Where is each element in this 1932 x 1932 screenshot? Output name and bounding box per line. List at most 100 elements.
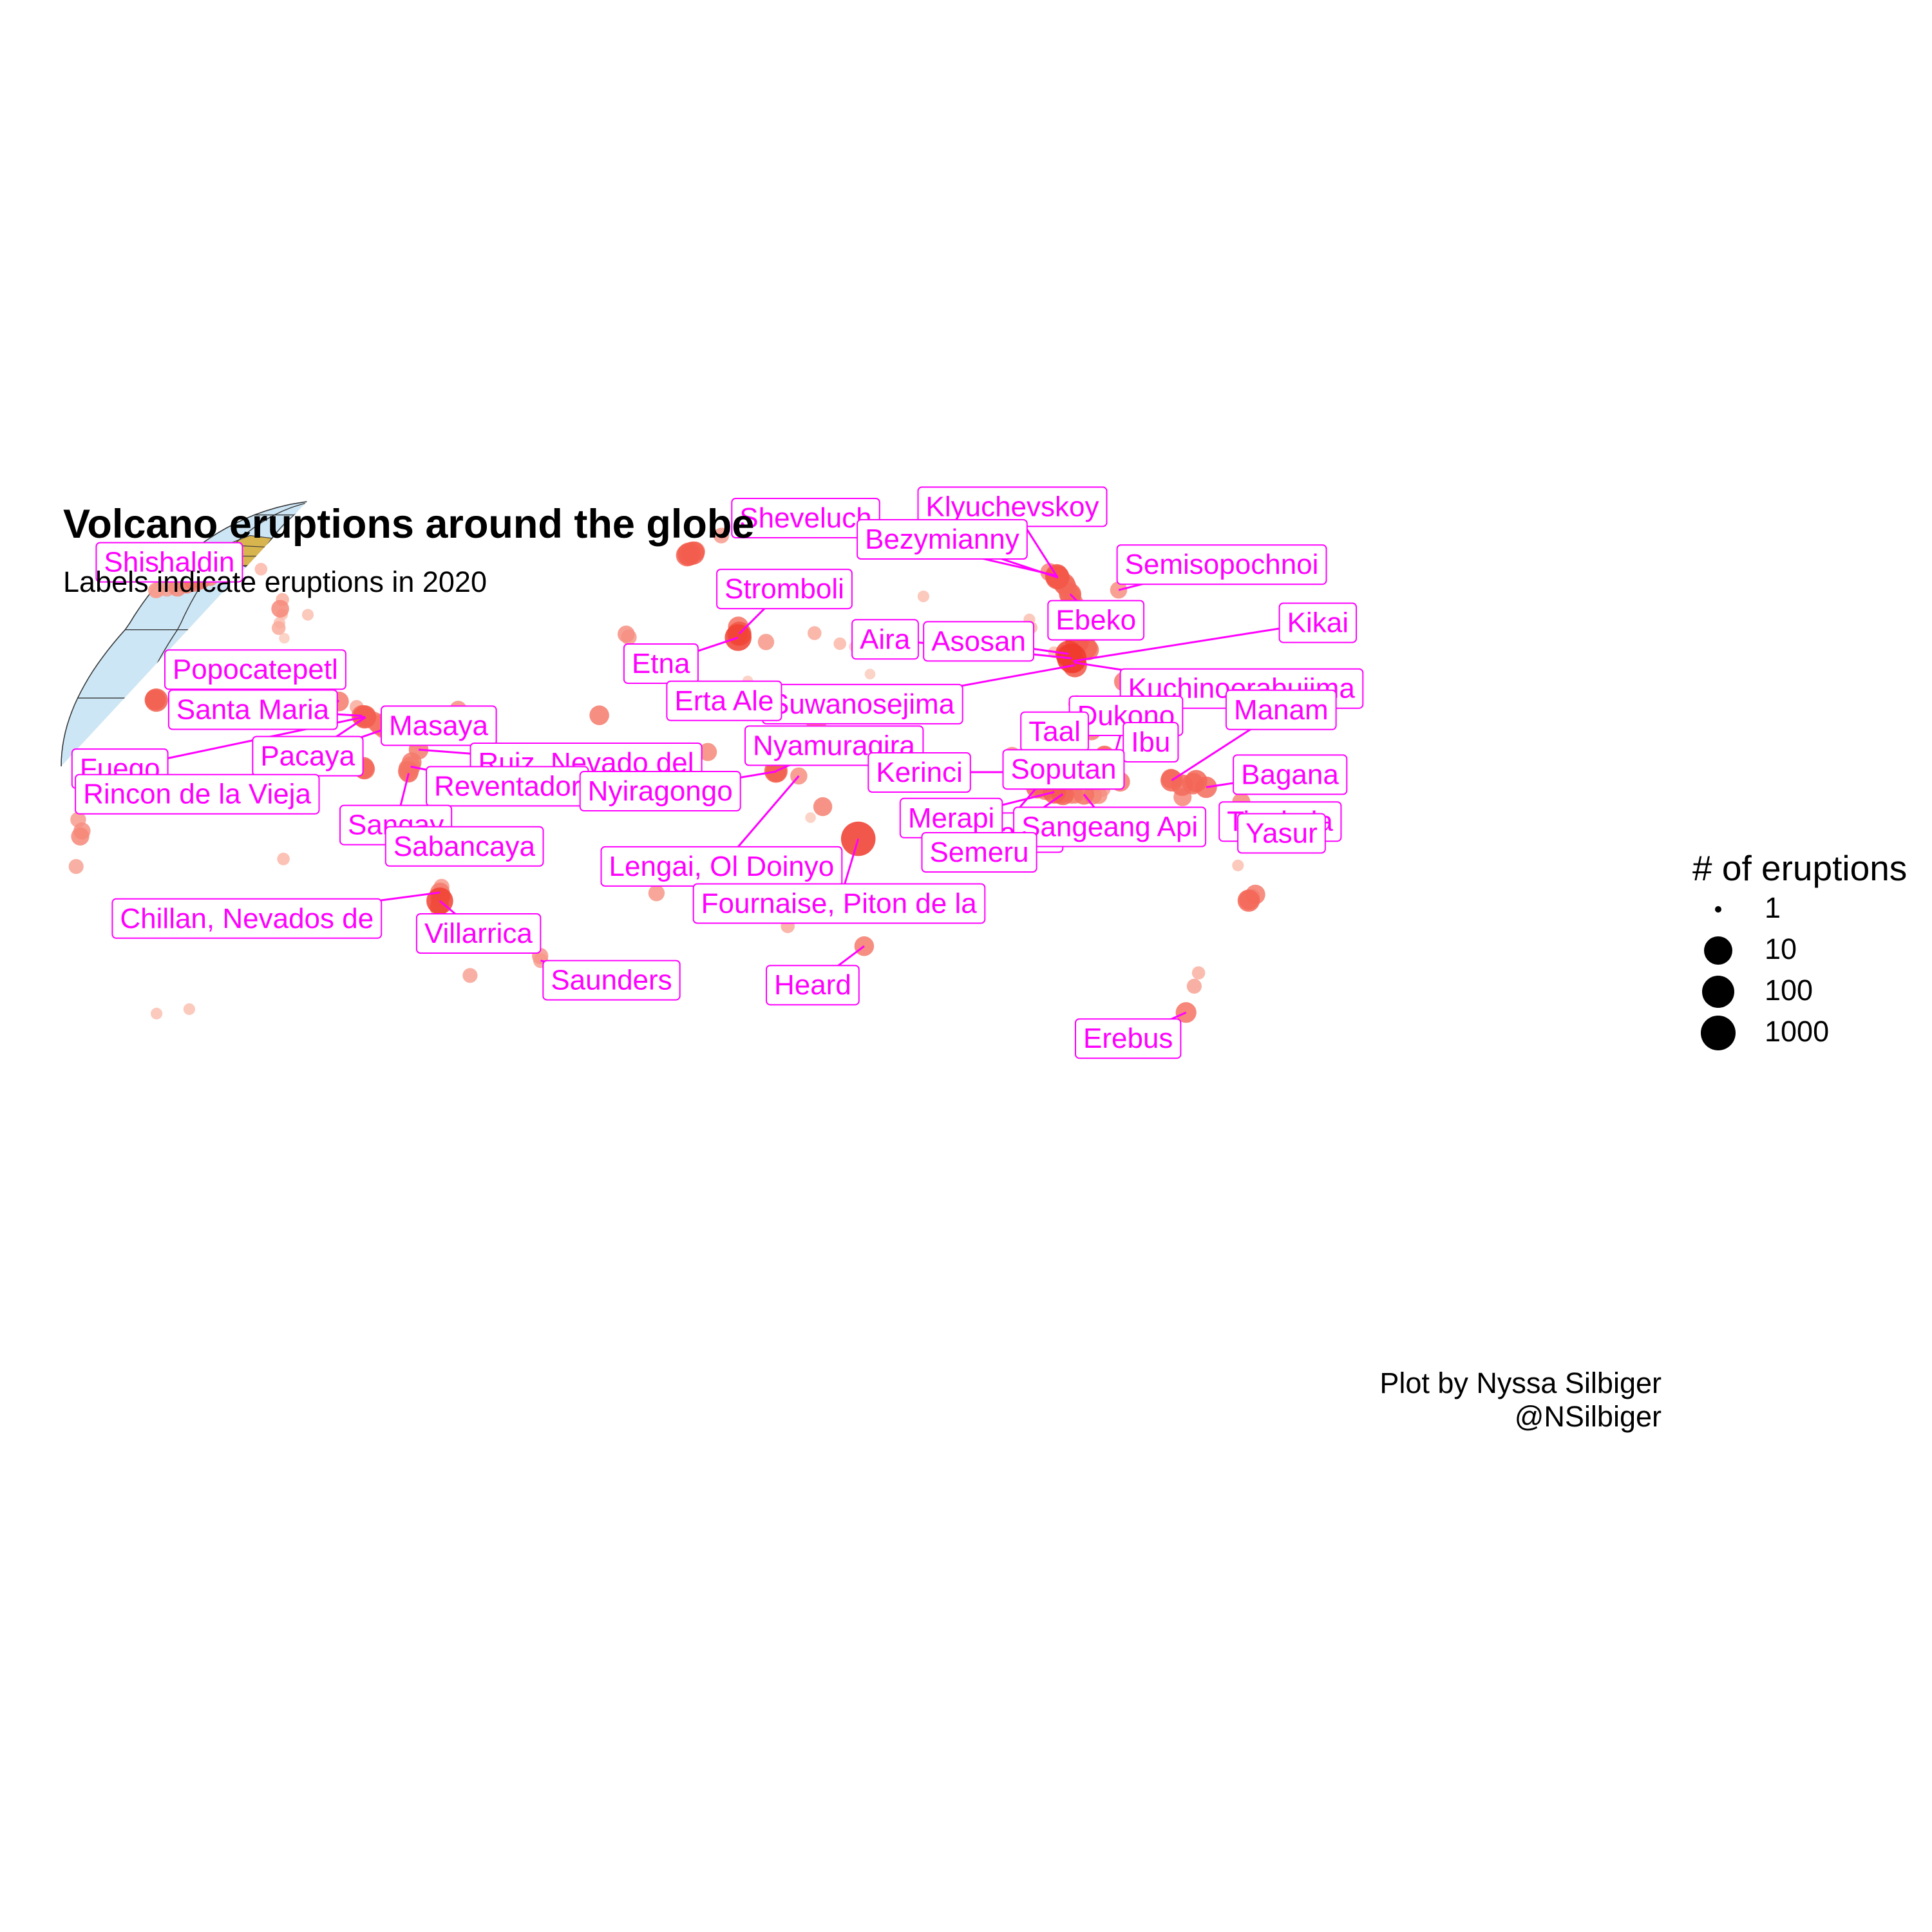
eruption-point[interactable]	[1186, 978, 1202, 994]
volcano-label[interactable]: Heard	[766, 965, 860, 1006]
eruption-point[interactable]	[864, 668, 876, 679]
eruption-point[interactable]	[681, 541, 705, 565]
volcano-label[interactable]: Semisopochnoi	[1116, 544, 1327, 585]
eruption-point[interactable]	[805, 812, 816, 823]
volcano-label[interactable]: Dukono	[1068, 696, 1184, 736]
eruption-point[interactable]	[301, 609, 314, 621]
eruption-point[interactable]	[917, 591, 929, 603]
legend: # of eruptions 1 10 100 1000	[1692, 848, 1907, 1054]
eruption-point[interactable]	[808, 626, 822, 640]
eruption-point[interactable]	[833, 637, 846, 650]
volcano-label[interactable]: Rincon de la Vieja	[75, 773, 320, 815]
legend-item: 100	[1692, 971, 1907, 1012]
legend-item-label: 1	[1765, 891, 1781, 924]
volcano-label-box	[921, 832, 1037, 873]
volcano-label[interactable]: Fournaise, Piton de la	[692, 883, 986, 924]
volcano-label-text: Sabancaya	[393, 831, 536, 862]
eruption-point[interactable]	[271, 621, 286, 635]
volcano-label[interactable]: Yasur	[1237, 813, 1326, 854]
eruption-point[interactable]	[648, 885, 665, 902]
volcano-label[interactable]: Erebus	[1075, 1018, 1182, 1059]
meridian-line	[1018, 766, 1141, 1031]
eruption-point[interactable]	[757, 634, 775, 650]
volcano-label[interactable]: Stromboli	[716, 569, 853, 610]
eruption-point[interactable]	[462, 968, 478, 983]
volcano-label[interactable]: Suwanosejima	[762, 683, 963, 724]
eruption-point[interactable]	[713, 527, 730, 544]
volcano-label[interactable]: Semeru	[921, 832, 1037, 873]
volcano-label[interactable]: Nyiragongo	[579, 771, 741, 811]
eruption-point[interactable]	[151, 1007, 163, 1019]
volcano-label[interactable]: Erta Ale	[666, 680, 782, 721]
volcano-label[interactable]: Taal	[1020, 711, 1089, 752]
eruption-point[interactable]	[183, 1003, 195, 1016]
legend-item: 1	[1692, 889, 1907, 930]
volcano-label[interactable]: Ebeko	[1047, 600, 1145, 641]
volcano-label[interactable]: Masaya	[381, 705, 497, 746]
volcano-label[interactable]: Reventador	[426, 766, 589, 807]
volcano-label-box	[1225, 689, 1337, 730]
eruption-point[interactable]	[144, 688, 168, 712]
volcano-label-text: Villarrica	[424, 918, 533, 949]
eruption-point[interactable]	[1185, 770, 1208, 793]
volcano-label[interactable]: Klyuchevskoy	[917, 486, 1108, 527]
eruption-point[interactable]	[589, 705, 609, 725]
volcano-label-box	[867, 752, 971, 793]
volcano-label-text: Suwanosejima	[770, 688, 955, 720]
eruption-point[interactable]	[271, 600, 289, 618]
volcano-label[interactable]: Sabancaya	[384, 826, 544, 867]
volcano-label[interactable]: Chillan, Nevados de	[111, 898, 383, 939]
volcano-label-box	[167, 689, 338, 730]
legend-size-key	[1704, 936, 1732, 965]
volcano-label-text: Ibu	[1131, 726, 1170, 758]
eruption-point[interactable]	[68, 858, 84, 875]
eruption-point[interactable]	[398, 761, 419, 782]
volcano-label-text: Erta Ale	[674, 685, 773, 717]
volcano-label[interactable]: Soputan	[1002, 749, 1125, 790]
eruption-point[interactable]	[71, 827, 90, 846]
volcano-label-text: Shishaldin	[104, 547, 234, 578]
volcano-label[interactable]: Kerinci	[867, 752, 971, 793]
volcano-label[interactable]: Popocatepetl	[164, 649, 346, 690]
eruption-point[interactable]	[254, 563, 268, 576]
eruption-point[interactable]	[1191, 966, 1206, 980]
eruption-point[interactable]	[618, 625, 635, 643]
volcano-label-text: Soputan	[1011, 753, 1117, 785]
volcano-label[interactable]: Asosan	[923, 621, 1034, 662]
eruption-point[interactable]	[277, 853, 290, 866]
volcano-label[interactable]: Lengai, Ol Doinyo	[600, 846, 843, 887]
eruption-point[interactable]	[699, 743, 717, 761]
volcano-label[interactable]: Aira	[851, 619, 919, 660]
volcano-label-text: Stromboli	[724, 573, 844, 605]
volcano-label[interactable]: Etna	[623, 643, 699, 684]
eruption-point[interactable]	[279, 632, 290, 644]
eruption-point[interactable]	[813, 797, 833, 817]
legend-size-key	[1702, 976, 1734, 1008]
volcano-label[interactable]: Sangeang Api	[1013, 806, 1207, 848]
volcano-label-box	[95, 542, 243, 583]
eruption-point[interactable]	[1232, 859, 1244, 871]
eruption-point[interactable]	[1237, 889, 1260, 912]
volcano-label[interactable]: Bagana	[1233, 754, 1348, 795]
globe-outline	[61, 501, 307, 767]
volcano-label[interactable]: Sheveluch	[731, 498, 880, 538]
volcano-label[interactable]: Santa Maria	[167, 689, 338, 730]
volcano-label[interactable]: Merapi	[899, 797, 1003, 838]
caption-handle: @NSilbiger	[1514, 1400, 1662, 1433]
volcano-label[interactable]: Kikai	[1278, 602, 1357, 643]
volcano-label-text: Chillan, Nevados de	[120, 903, 374, 934]
volcano-label[interactable]: Saunders	[542, 960, 681, 1001]
volcano-label-text: Merapi	[908, 802, 995, 834]
volcano-label[interactable]: Bezymianny	[857, 519, 1028, 560]
volcano-label[interactable]: Villarrica	[415, 913, 542, 954]
volcano-label-box	[692, 883, 986, 924]
volcano-label-box	[731, 498, 880, 538]
volcano-label-text: Reventador	[434, 770, 580, 802]
volcano-label[interactable]: Shishaldin	[95, 542, 243, 583]
volcano-label[interactable]: Ibu	[1122, 722, 1179, 762]
volcano-labels[interactable]: Klyuchevskoy Sheveluch Semisopochnoi Bezymi…	[71, 486, 1364, 1059]
eruption-point[interactable]	[147, 582, 164, 598]
volcano-label[interactable]: Pacaya	[252, 735, 364, 777]
volcano-label[interactable]: Manam	[1225, 689, 1337, 730]
